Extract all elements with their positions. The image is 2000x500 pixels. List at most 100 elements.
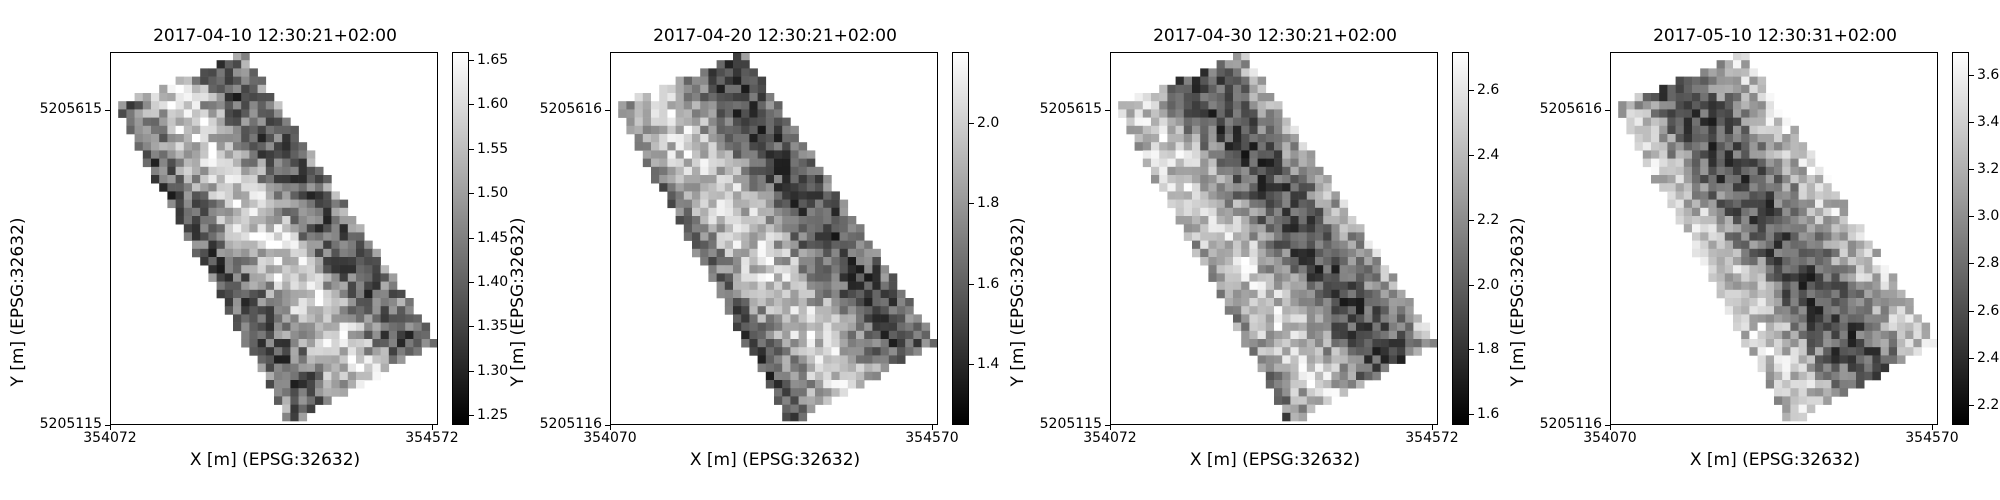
raster-pixel xyxy=(233,248,242,258)
raster-pixel xyxy=(282,257,291,266)
raster-pixel xyxy=(1216,68,1226,77)
raster-pixel xyxy=(1692,175,1701,184)
raster-pixel xyxy=(741,150,750,159)
raster-pixel xyxy=(1306,322,1316,332)
y-tick-label: 5205116 xyxy=(1539,416,1602,432)
raster-pixel xyxy=(782,232,791,241)
raster-pixel xyxy=(1274,314,1283,323)
raster-pixel xyxy=(183,207,193,217)
raster-pixel xyxy=(282,371,291,381)
raster-pixel xyxy=(823,339,832,348)
raster-pixel xyxy=(724,68,734,77)
raster-pixel xyxy=(183,117,193,127)
raster-pixel xyxy=(208,191,217,200)
raster-pixel xyxy=(724,281,734,291)
raster-pixel xyxy=(241,52,250,61)
raster-pixel xyxy=(1356,347,1365,356)
raster-pixel xyxy=(1224,273,1234,282)
raster-pixel xyxy=(716,134,726,143)
raster-pixel xyxy=(151,109,160,118)
raster-pixel xyxy=(1347,240,1357,250)
x-tick-label: 354072 xyxy=(1083,430,1137,446)
raster-pixel xyxy=(175,109,185,118)
raster-pixel xyxy=(700,224,709,233)
raster-pixel xyxy=(364,306,373,315)
raster-pixel xyxy=(888,347,898,356)
raster-pixel xyxy=(192,240,201,250)
raster-pixel xyxy=(274,232,283,241)
raster-pixel xyxy=(831,355,840,364)
raster-pixel xyxy=(1241,125,1250,135)
raster-pixel xyxy=(774,199,783,209)
raster-pixel xyxy=(1757,330,1767,340)
raster-pixel xyxy=(856,380,865,389)
raster-pixel xyxy=(339,330,349,340)
raster-pixel xyxy=(224,298,234,307)
raster-pixel xyxy=(1659,134,1668,143)
raster-pixel xyxy=(1733,273,1742,282)
raster-pixel xyxy=(642,125,652,135)
raster-pixel xyxy=(339,298,349,307)
y-tick-label: 5205115 xyxy=(39,416,102,432)
raster-pixel xyxy=(1790,363,1799,373)
raster-pixel xyxy=(839,314,849,323)
raster-pixel xyxy=(1741,93,1750,102)
raster-pixel xyxy=(364,248,373,258)
raster-pixel xyxy=(1880,298,1890,307)
raster-pixel xyxy=(839,207,849,217)
raster-pixel xyxy=(1315,355,1324,364)
raster-pixel xyxy=(159,166,168,176)
raster-pixel xyxy=(757,330,767,340)
raster-pixel xyxy=(1815,166,1824,176)
raster-pixel xyxy=(733,232,742,241)
raster-pixel xyxy=(233,84,242,94)
chart-title: 2017-04-30 12:30:21+02:00 xyxy=(1153,26,1397,46)
raster-pixel xyxy=(1798,216,1808,225)
raster-pixel xyxy=(1257,363,1267,373)
raster-pixel xyxy=(757,109,767,118)
raster-pixel xyxy=(200,68,209,77)
raster-pixel xyxy=(1683,175,1693,184)
raster-pixel xyxy=(1831,371,1840,381)
raster-pixel xyxy=(1757,339,1767,348)
raster-pixel xyxy=(1339,273,1349,282)
raster-pixel xyxy=(1315,347,1324,356)
raster-pixel xyxy=(1847,216,1857,225)
raster-pixel xyxy=(1741,207,1750,217)
raster-pixel xyxy=(765,330,775,340)
raster-pixel xyxy=(290,314,299,323)
raster-pixel xyxy=(1364,330,1373,340)
raster-pixel xyxy=(798,273,808,282)
raster-pixel xyxy=(692,224,701,233)
raster-pixel xyxy=(1323,347,1332,356)
raster-pixel xyxy=(274,117,283,127)
raster-pixel xyxy=(216,273,226,282)
raster-pixel xyxy=(241,142,250,151)
raster-pixel xyxy=(1815,355,1824,364)
raster-pixel xyxy=(1216,175,1226,184)
raster-pixel xyxy=(241,281,250,291)
raster-pixel xyxy=(1282,117,1291,127)
raster-pixel xyxy=(397,298,406,307)
raster-pixel xyxy=(749,109,758,118)
raster-pixel xyxy=(733,101,742,110)
raster-pixel xyxy=(134,109,144,118)
raster-pixel xyxy=(413,322,422,332)
raster-pixel xyxy=(1356,281,1365,291)
raster-pixel xyxy=(1372,363,1381,373)
raster-pixel xyxy=(1175,117,1185,127)
raster-pixel xyxy=(1757,322,1767,332)
raster-pixel xyxy=(1749,314,1758,323)
raster-pixel xyxy=(806,388,816,397)
raster-pixel xyxy=(1249,93,1258,102)
raster-pixel xyxy=(1774,117,1783,127)
raster-pixel xyxy=(1274,199,1283,209)
raster-pixel xyxy=(716,281,726,291)
raster-pixel xyxy=(356,314,365,323)
raster-pixel xyxy=(1331,289,1340,299)
raster-pixel xyxy=(241,76,250,86)
raster-pixel xyxy=(1159,109,1168,118)
raster-pixel xyxy=(1765,158,1775,168)
raster-pixel xyxy=(790,199,799,209)
raster-pixel xyxy=(1782,216,1791,225)
